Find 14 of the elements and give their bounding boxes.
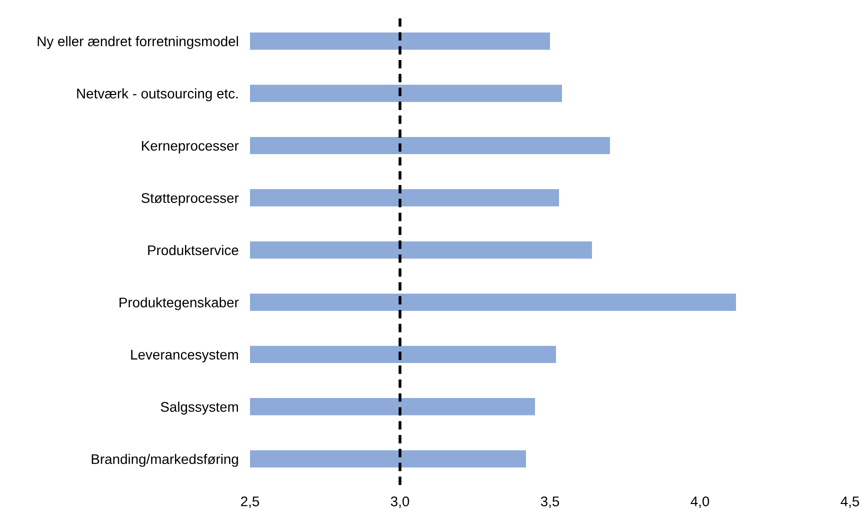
y-tick-label: Netværk - outsourcing etc. — [77, 88, 238, 102]
y-tick-label: Branding/markedsføring — [92, 454, 238, 467]
y-tick-label: Salgssystem — [160, 402, 238, 415]
y-tick-label: Kerneprocesser — [142, 141, 239, 154]
y-tick-label: Leverancesystem — [131, 350, 238, 362]
y-tick-label: Produktegenskaber — [120, 297, 239, 310]
y-tick-label: Ny eller ændret forretningsmodel — [38, 36, 238, 50]
x-tick-label: 2,5 — [241, 496, 260, 508]
y-tick-label: Produktservice — [148, 244, 238, 256]
x-tick-label: 4,0 — [690, 496, 710, 508]
x-tick-label: 3,5 — [540, 496, 560, 508]
x-tick-label: 4,5 — [840, 496, 860, 508]
y-tick-label: Støtteprocesser — [141, 193, 239, 206]
x-tick-label: 3,0 — [390, 496, 410, 508]
